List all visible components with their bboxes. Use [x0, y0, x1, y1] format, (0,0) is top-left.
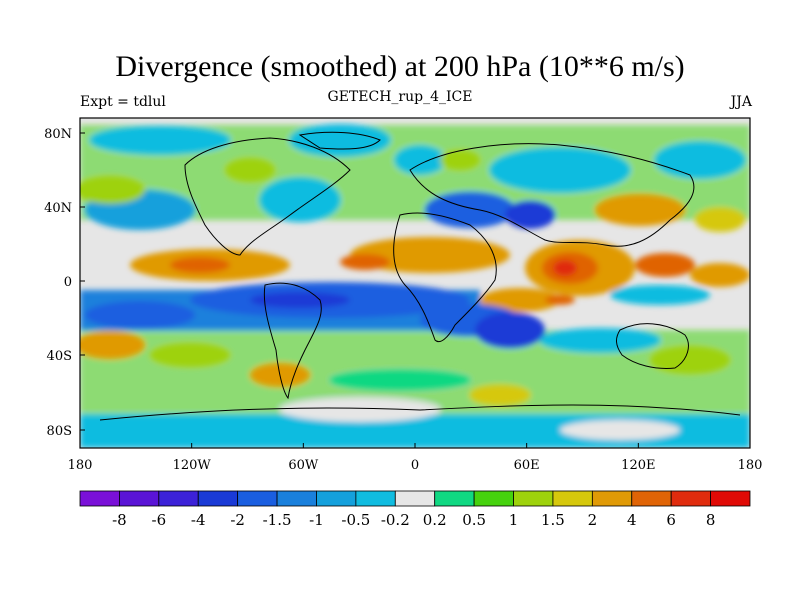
colorbar-label: 4: [627, 511, 637, 529]
colorbar-label: 0.2: [423, 511, 447, 529]
lon-tick-label: 60E: [514, 458, 540, 473]
colorbar-label: -8: [112, 511, 127, 529]
lon-tick-label: 120W: [173, 458, 212, 473]
colorbar-swatch: [79, 490, 120, 507]
lon-tick-label: 120E: [621, 458, 655, 473]
colorbar-swatch: [434, 490, 475, 507]
lat-tick-label: 0: [64, 275, 72, 290]
lon-tick-label: 0: [411, 458, 419, 473]
colorbar-label: 1.5: [541, 511, 565, 529]
lon-tick-label: 180: [68, 458, 93, 473]
lat-tick-label: 40S: [47, 349, 72, 364]
colorbar-label: 2: [588, 511, 598, 529]
lon-tick-label: 180: [738, 458, 763, 473]
colorbar-label: -2: [230, 511, 245, 529]
colorbar-label: 8: [706, 511, 716, 529]
colorbar-label: -1.5: [263, 511, 292, 529]
map-title: Divergence (smoothed) at 200 hPa (10**6 …: [115, 50, 685, 83]
colorbar-swatch: [710, 490, 751, 507]
lat-tick-label: 40N: [44, 201, 72, 216]
longitude-axis: 180 120W 60W 0 60E 120E 180: [68, 443, 763, 473]
coastlines: [99, 131, 741, 421]
colorbar-swatch: [197, 490, 239, 507]
experiment-label: Expt = tdlul: [80, 94, 166, 110]
lat-tick-label: 80S: [47, 424, 72, 439]
colorbar-label: -0.2: [381, 511, 410, 529]
colorbar-swatch: [394, 490, 436, 507]
colorbar-swatch: [237, 490, 278, 507]
colorbar-label: -0.5: [341, 511, 370, 529]
colorbar-label: 6: [666, 511, 676, 529]
colorbar-swatch: [473, 490, 514, 507]
colorbar-label: -4: [191, 511, 206, 529]
colorbar: -8 -6 -4 -2 -1.5 -1 -0.5 -0.2 0.2 0.5 1 1.5 2 4 6 8: [79, 490, 751, 529]
colorbar-swatch: [513, 490, 554, 507]
colorbar-label: 0.5: [462, 511, 486, 529]
colorbar-swatch: [316, 490, 357, 507]
map-subtitle: GETECH_rup_4_ICE: [327, 89, 473, 105]
colorbar-swatch: [670, 490, 711, 507]
colorbar-swatch: [276, 490, 317, 507]
colorbar-label: -1: [309, 511, 324, 529]
lon-tick-label: 60W: [288, 458, 319, 473]
latitude-axis: 80N 40N 0 40S 80S: [44, 127, 85, 439]
colorbar-swatch: [552, 490, 593, 507]
colorbar-swatch: [355, 490, 396, 507]
lat-tick-label: 80N: [44, 127, 72, 142]
season-label: JJA: [730, 94, 752, 110]
colorbar-swatch: [631, 490, 672, 507]
divergence-field: [80, 118, 750, 448]
colorbar-swatch: [158, 490, 199, 507]
colorbar-label: -6: [152, 511, 167, 529]
colorbar-label: 1: [509, 511, 519, 529]
colorbar-swatch: [119, 490, 160, 507]
colorbar-swatch: [591, 490, 633, 507]
